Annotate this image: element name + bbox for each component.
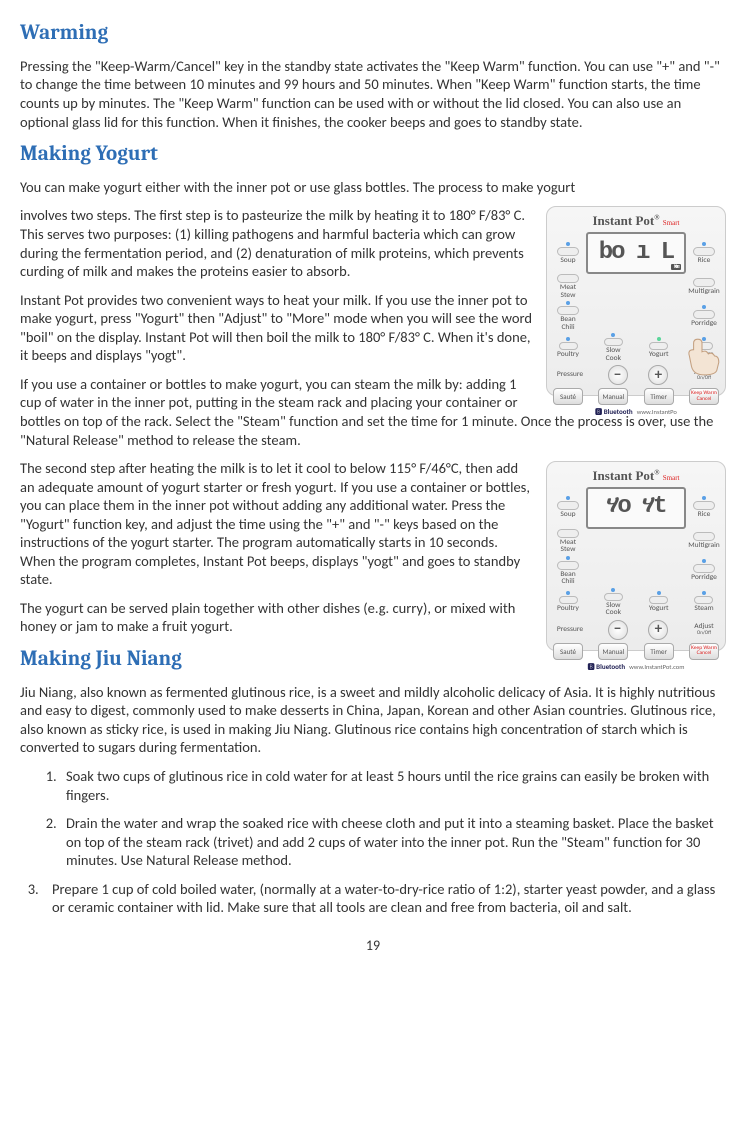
instant-pot-panel-yogt: Instant Pot® Smart Soup ሃo ሃt Rice MeatS… bbox=[546, 461, 726, 651]
yogurt-intro: You can make yogurt either with the inne… bbox=[20, 178, 726, 197]
manual-button[interactable]: Manual bbox=[598, 643, 628, 660]
jiuniang-step-1: Soak two cups of glutinous rice in cold … bbox=[60, 767, 726, 804]
keep-warm-cancel-button[interactable]: Keep WarmCancel bbox=[689, 388, 719, 405]
jiuniang-step-2: Drain the water and wrap the soaked rice… bbox=[60, 814, 726, 870]
brand-label: Instant Pot® Smart bbox=[553, 213, 719, 230]
jiuniang-step-3: Prepare 1 cup of cold boiled water, (nor… bbox=[42, 880, 726, 917]
plus-button[interactable]: + bbox=[648, 620, 668, 640]
brand-label: Instant Pot® Smart bbox=[553, 468, 719, 485]
timer-button[interactable]: Timer bbox=[644, 388, 674, 405]
saute-button[interactable]: Sauté bbox=[553, 643, 583, 660]
bluetooth-icon: 🅱 Bluetooth bbox=[595, 408, 633, 417]
saute-button[interactable]: Sauté bbox=[553, 388, 583, 405]
jiuniang-intro: Jiu Niang, also known as fermented gluti… bbox=[20, 683, 726, 757]
warming-body: Pressing the "Keep-Warm/Cancel" key in t… bbox=[20, 57, 726, 131]
timer-button[interactable]: Timer bbox=[644, 643, 674, 660]
heading-warming: Warming bbox=[20, 20, 726, 47]
heading-yogurt: Making Yogurt bbox=[20, 141, 726, 168]
plus-button[interactable]: + bbox=[648, 365, 668, 385]
minus-button[interactable]: − bbox=[608, 620, 628, 640]
keep-warm-cancel-button[interactable]: Keep WarmCancel bbox=[689, 643, 719, 660]
lcd-display: ሃo ሃt bbox=[586, 487, 686, 529]
jiuniang-steps: Soak two cups of glutinous rice in cold … bbox=[20, 767, 726, 917]
minus-button[interactable]: − bbox=[608, 365, 628, 385]
instant-pot-panel-boil: Instant Pot® Smart Soup bo ı L More Rice… bbox=[546, 206, 726, 396]
manual-button[interactable]: Manual bbox=[598, 388, 628, 405]
page-number: 19 bbox=[20, 937, 726, 955]
lcd-display: bo ı L More bbox=[586, 232, 686, 274]
pointing-hand-icon bbox=[681, 335, 723, 377]
bluetooth-icon: 🅱 Bluetooth bbox=[588, 663, 626, 672]
